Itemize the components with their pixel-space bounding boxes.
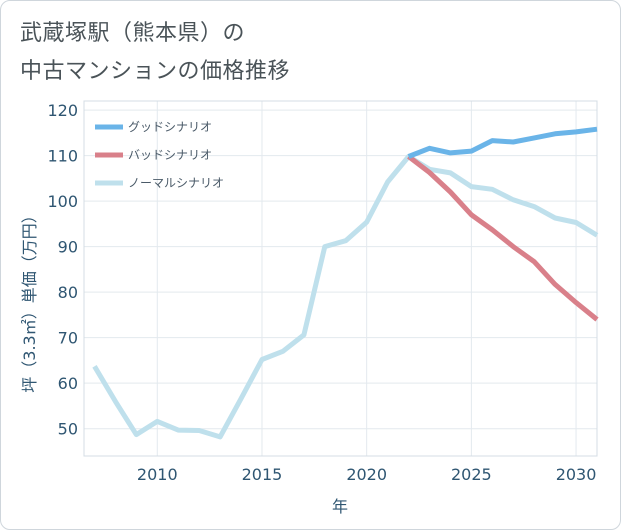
plot-area-border bbox=[83, 100, 598, 457]
y-tick-label: 120 bbox=[47, 101, 78, 120]
x-axis-ticks: 2010 2015 2020 2025 2030 bbox=[137, 465, 596, 484]
chart-title-line-1: 武蔵塚駅（熊本県）の bbox=[20, 21, 246, 46]
series-line-2 bbox=[407, 154, 599, 322]
grid-lines bbox=[84, 101, 597, 456]
y-tick-label: 100 bbox=[47, 192, 78, 211]
x-tick-label: 2020 bbox=[346, 465, 387, 484]
x-axis-label: 年 bbox=[332, 497, 348, 516]
chart-title-line-2: 中古マンションの価格推移 bbox=[20, 59, 291, 84]
y-tick-label: 60 bbox=[58, 374, 78, 393]
y-tick-label: 110 bbox=[47, 147, 78, 166]
y-axis-label: 坪（3.3㎡）単価（万円） bbox=[20, 207, 39, 392]
y-tick-label: 50 bbox=[58, 420, 78, 439]
series-line-3 bbox=[92, 154, 599, 440]
x-tick-label: 2010 bbox=[137, 465, 178, 484]
legend-label-3: ノーマルシナリオ bbox=[128, 176, 224, 190]
series-line-1 bbox=[407, 126, 598, 159]
chart-title: 武蔵塚駅（熊本県）の 中古マンションの価格推移 bbox=[20, 15, 290, 91]
series-lines bbox=[92, 126, 599, 440]
x-tick-label: 2030 bbox=[556, 465, 597, 484]
legend-label-2: バッドシナリオ bbox=[128, 148, 212, 162]
y-tick-label: 70 bbox=[58, 329, 78, 348]
y-axis-ticks: 50 60 70 80 90 100 110 120 bbox=[47, 101, 78, 439]
x-tick-label: 2015 bbox=[242, 465, 283, 484]
legend-label-1: グッドシナリオ bbox=[128, 120, 212, 134]
y-tick-label: 90 bbox=[58, 238, 78, 257]
y-tick-label: 80 bbox=[58, 283, 78, 302]
x-tick-label: 2025 bbox=[451, 465, 492, 484]
